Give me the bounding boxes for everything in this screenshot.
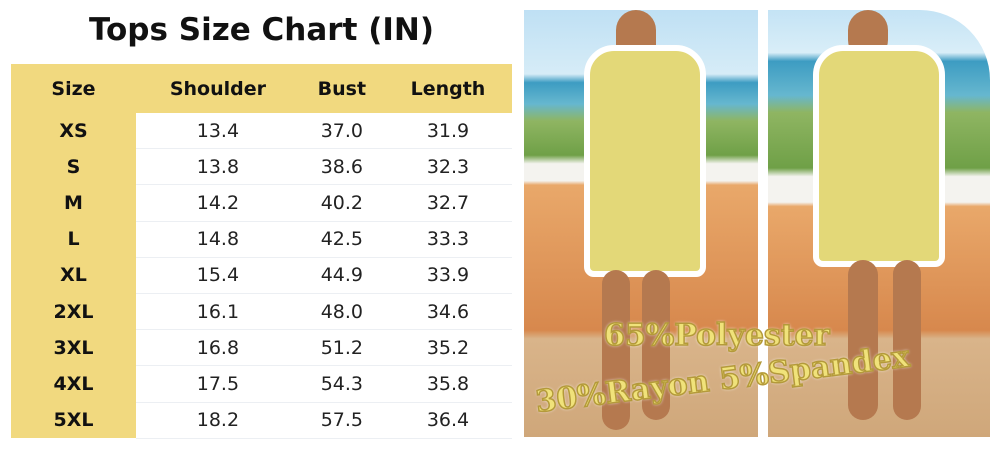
size-cell: 3XL: [11, 329, 136, 366]
table-row: 3XL 16.8 51.2 35.2: [11, 329, 512, 367]
size-cell: 4XL: [11, 365, 136, 402]
table-row: XL 15.4 44.9 33.9: [11, 257, 512, 294]
size-cell: 2XL: [11, 293, 136, 330]
measurement-cell: 18.2: [136, 402, 300, 439]
column-header: Length: [383, 64, 512, 113]
measurement-cell: 13.8: [136, 148, 300, 186]
measurement-cell: 16.1: [136, 293, 300, 331]
measurement-cell: 51.2: [299, 329, 384, 367]
table-row: L 14.8 42.5 33.3: [11, 221, 512, 258]
measurement-cell: 32.7: [383, 184, 512, 222]
table-row: 2XL 16.1 48.0 34.6: [11, 293, 512, 331]
measurement-cell: 44.9: [299, 257, 384, 294]
measurement-cell: 38.6: [299, 148, 384, 186]
measurement-cell: 17.5: [136, 365, 300, 403]
product-photo-front: [768, 10, 990, 437]
size-cell: 5XL: [11, 402, 136, 439]
column-header: Bust: [299, 64, 384, 113]
column-header: Size: [11, 64, 136, 113]
measurement-cell: 13.4: [136, 113, 300, 150]
measurement-cell: 33.3: [383, 221, 512, 258]
measurement-cell: 31.9: [383, 113, 512, 150]
measurement-cell: 54.3: [299, 365, 384, 403]
measurement-cell: 37.0: [299, 113, 384, 150]
size-cell: L: [11, 221, 136, 258]
material-text-line1: 65%Polyester: [603, 317, 830, 354]
measurement-cell: 16.8: [136, 329, 300, 367]
size-cell: XS: [11, 113, 136, 149]
size-cell: S: [11, 148, 136, 185]
size-cell: XL: [11, 257, 136, 294]
column-header: Shoulder: [136, 64, 300, 113]
measurement-cell: 57.5: [299, 402, 384, 439]
table-row: 4XL 17.5 54.3 35.8: [11, 365, 512, 403]
size-cell: M: [11, 184, 136, 222]
measurement-cell: 34.6: [383, 293, 512, 331]
table-row: M 14.2 40.2 32.7: [11, 184, 512, 222]
table-row: XS 13.4 37.0 31.9: [11, 113, 512, 150]
measurement-cell: 14.8: [136, 221, 300, 258]
measurement-cell: 32.3: [383, 148, 512, 186]
page-title: Tops Size Chart (IN): [88, 12, 435, 48]
measurement-cell: 42.5: [299, 221, 384, 258]
measurement-cell: 15.4: [136, 257, 300, 294]
measurement-cell: 35.2: [383, 329, 512, 367]
product-photo-back: [524, 10, 758, 437]
measurement-cell: 48.0: [299, 293, 384, 331]
table-row: S 13.8 38.6 32.3: [11, 148, 512, 186]
table-row: 5XL 18.2 57.5 36.4: [11, 402, 512, 439]
header-row: Size Shoulder Bust Length: [11, 64, 512, 113]
measurement-cell: 40.2: [299, 184, 384, 222]
measurement-cell: 35.8: [383, 365, 512, 403]
size-chart-table: Size Shoulder Bust Length XS 13.4 37.0 31.9 S 13…: [11, 64, 512, 439]
measurement-cell: 14.2: [136, 184, 300, 222]
measurement-cell: 33.9: [383, 257, 512, 294]
measurement-cell: 36.4: [383, 402, 512, 439]
